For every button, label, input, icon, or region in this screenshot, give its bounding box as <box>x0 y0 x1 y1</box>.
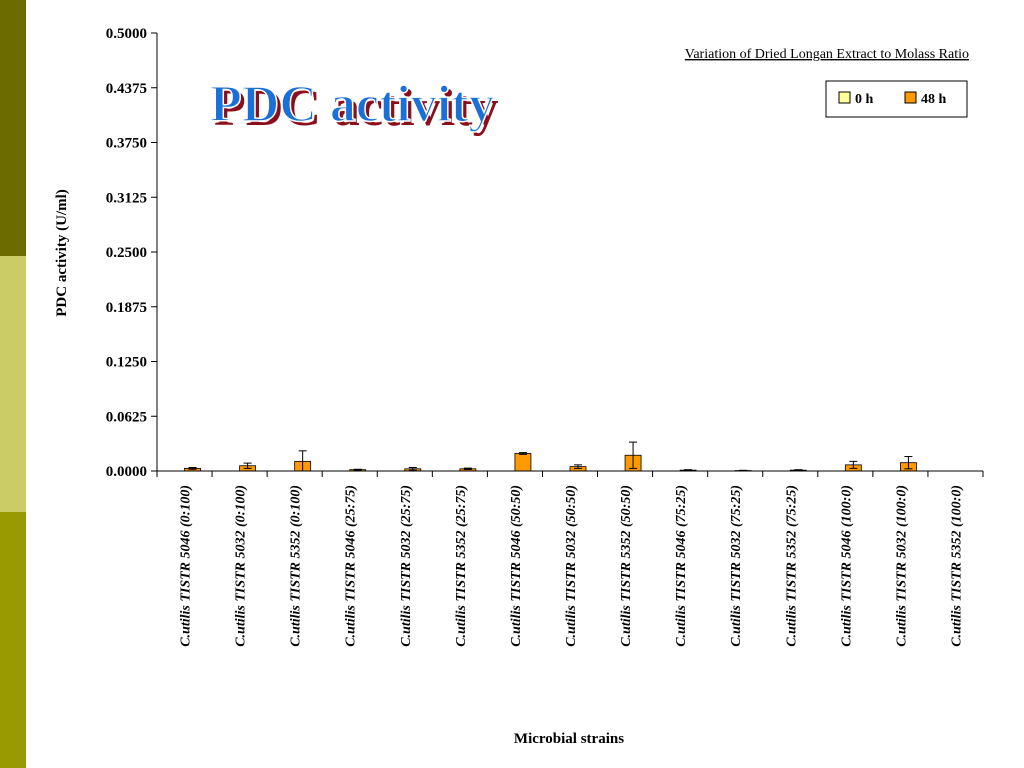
y-tick-label: 0.4375 <box>106 81 147 97</box>
legend-swatch-0h <box>838 91 851 104</box>
x-tick-label: C.utilis TISTR 5032 (25:75) <box>399 485 414 647</box>
x-tick-label: C.utilis TISTR 5352 (100:0) <box>949 485 964 647</box>
x-tick-label: C.utilis TISTR 5046 (25:75) <box>344 485 359 647</box>
slide-sidebar <box>0 0 26 768</box>
chart-title-shadow: PDC activity <box>214 80 498 137</box>
x-tick-label: C.utilis TISTR 5352 (75:25) <box>784 485 799 647</box>
y-tick-label: 0.2500 <box>106 245 147 261</box>
y-axis-title: PDC activity (U/ml) <box>54 189 70 316</box>
x-tick-label: C.utilis TISTR 5046 (50:50) <box>509 485 524 647</box>
x-tick-label: C.utilis TISTR 5352 (25:75) <box>454 485 469 647</box>
y-tick-label: 0.3750 <box>106 136 147 152</box>
y-tick-label: 0.3125 <box>106 190 147 206</box>
x-axis-title: Microbial strains <box>514 731 624 747</box>
chart-title: PDC activity <box>210 76 494 133</box>
y-tick-label: 0.1875 <box>106 300 147 316</box>
x-tick-label: C.utilis TISTR 5046 (100:0) <box>839 485 854 647</box>
x-tick-label: C.utilis TISTR 5032 (0:100) <box>234 485 249 647</box>
bar-48h <box>514 453 532 472</box>
x-tick-label: C.utilis TISTR 5352 (0:100) <box>289 485 304 647</box>
chart-legend: 0 h 48 h <box>825 80 968 118</box>
x-tick-label: C.utilis TISTR 5032 (100:0) <box>894 485 909 647</box>
chart-subtitle: Variation of Dried Longan Extract to Mol… <box>685 47 969 62</box>
sidebar-stripe-mid <box>0 512 26 768</box>
legend-label-48h: 48 h <box>921 92 947 107</box>
legend-swatch-48h <box>904 91 917 104</box>
legend-label-0h: 0 h <box>855 92 874 107</box>
y-tick-label: 0.5000 <box>106 26 147 42</box>
x-tick-label: C.utilis TISTR 5352 (50:50) <box>619 485 634 647</box>
y-tick-label: 0.0625 <box>106 409 147 425</box>
y-tick-label: 0.1250 <box>106 355 147 371</box>
sidebar-stripe-dark <box>0 0 26 256</box>
x-tick-label: C.utilis TISTR 5046 (75:25) <box>674 485 689 647</box>
y-tick-label: 0.0000 <box>106 464 147 480</box>
x-tick-label: C.utilis TISTR 5046 (0:100) <box>179 485 194 647</box>
x-tick-label: C.utilis TISTR 5032 (50:50) <box>564 485 579 647</box>
x-tick-label: C.utilis TISTR 5032 (75:25) <box>729 485 744 647</box>
sidebar-stripe-light <box>0 256 26 512</box>
